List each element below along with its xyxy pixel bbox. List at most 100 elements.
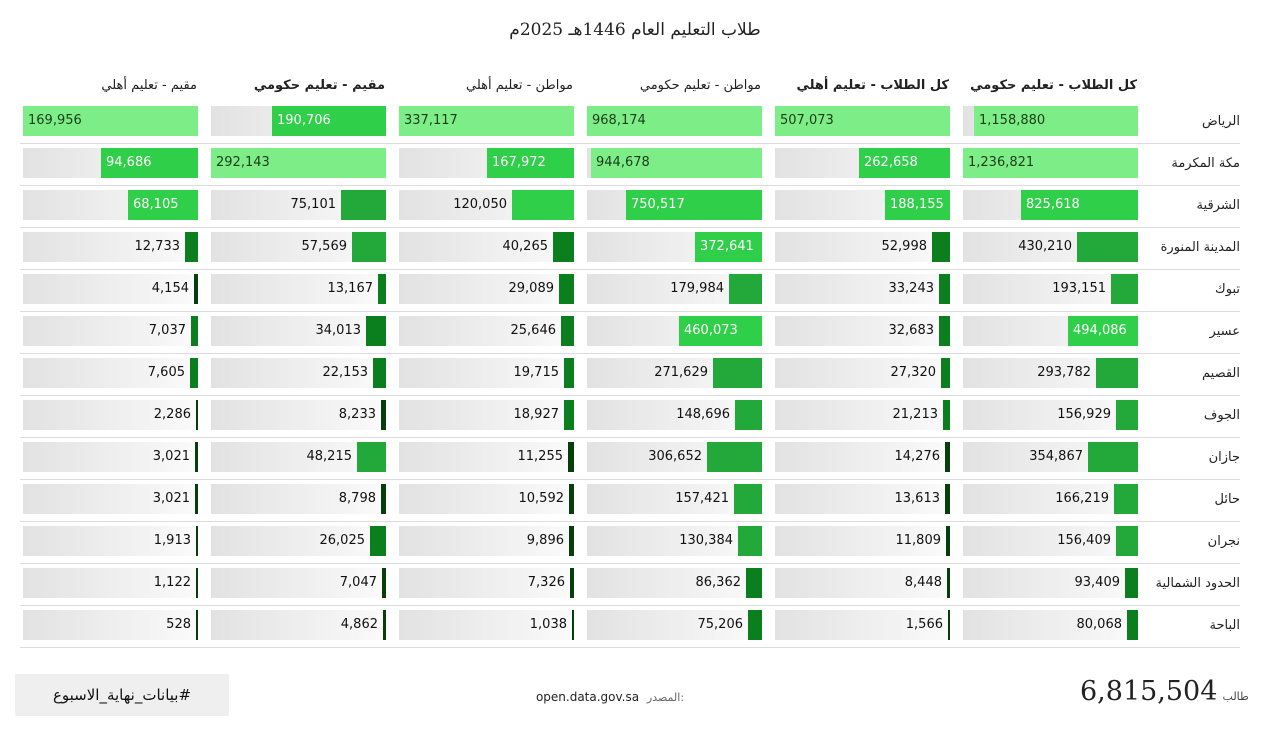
value-label: 14,276 — [894, 449, 941, 464]
value-label: 169,956 — [28, 113, 82, 128]
value-label: 372,641 — [700, 239, 754, 254]
data-cell: 13,167 — [211, 274, 386, 304]
value-bar — [939, 274, 950, 304]
value-bar — [1096, 358, 1138, 388]
value-label: 8,448 — [904, 575, 942, 590]
chart-title: طلاب التعليم العام 1446هـ 2025م — [509, 20, 761, 40]
value-label: 750,517 — [631, 197, 685, 212]
value-label: 1,038 — [529, 617, 567, 632]
data-cell: 40,265 — [399, 232, 574, 262]
region-label: جازان — [1208, 450, 1240, 465]
data-cell: 4,154 — [23, 274, 198, 304]
value-bar — [366, 316, 386, 346]
value-bar — [553, 232, 574, 262]
value-bar — [1077, 232, 1138, 262]
table-row: حائل 166,219 13,613 157,421 10,592 8,798 3,021 — [20, 479, 1240, 522]
value-label: 3,021 — [152, 449, 190, 464]
data-cell: 306,652 — [587, 442, 762, 472]
data-cell: 1,158,880 — [963, 106, 1138, 136]
data-cell: 7,326 — [399, 568, 574, 598]
total-count: طالب 6,815,504 — [1080, 676, 1250, 707]
value-label: 8,798 — [338, 491, 376, 506]
hashtag-badge: #بيانات_نهاية_الاسبوع — [15, 674, 229, 716]
region-label: الشرقية — [1196, 198, 1240, 213]
total-unit: طالب — [1222, 690, 1249, 703]
data-cell: 14,276 — [775, 442, 950, 472]
data-cell: 7,037 — [23, 316, 198, 346]
data-cell: 271,629 — [587, 358, 762, 388]
value-bar — [512, 190, 574, 220]
value-label: 188,155 — [890, 197, 944, 212]
value-bar — [626, 190, 762, 220]
value-label: 430,210 — [1018, 239, 1072, 254]
value-bar — [734, 484, 762, 514]
value-bar — [946, 526, 950, 556]
data-cell: 11,255 — [399, 442, 574, 472]
value-bar — [948, 610, 950, 640]
value-bar — [943, 400, 950, 430]
data-cell: 12,733 — [23, 232, 198, 262]
value-bar — [568, 442, 574, 472]
value-bar — [564, 400, 574, 430]
column-header: مقيم - تعليم حكومي — [253, 78, 385, 93]
table-row: تبوك 193,151 33,243 179,984 29,089 13,167 4,15… — [20, 269, 1240, 312]
value-bar — [196, 526, 198, 556]
table-row: الحدود الشمالية 93,409 8,448 86,362 7,326 7,0… — [20, 563, 1240, 606]
value-bar — [945, 442, 950, 472]
data-cell: 21,213 — [775, 400, 950, 430]
value-bar — [1125, 568, 1138, 598]
value-label: 156,409 — [1057, 533, 1111, 548]
table-row: القصيم 293,782 27,320 271,629 19,715 22,153 7,… — [20, 353, 1240, 396]
value-bar — [190, 358, 198, 388]
value-label: 10,592 — [518, 491, 565, 506]
value-bar — [487, 148, 574, 178]
value-bar — [932, 232, 950, 262]
data-cell: 120,050 — [399, 190, 574, 220]
value-bar — [196, 400, 198, 430]
data-cell: 33,243 — [775, 274, 950, 304]
data-cell: 8,233 — [211, 400, 386, 430]
value-bar — [564, 358, 574, 388]
value-label: 9,896 — [526, 533, 564, 548]
value-label: 52,998 — [881, 239, 928, 254]
data-cell: 75,101 — [211, 190, 386, 220]
value-bar — [194, 274, 198, 304]
region-label: المدينة المنورة — [1160, 240, 1240, 255]
value-label: 494,086 — [1073, 323, 1127, 338]
value-bar — [569, 526, 574, 556]
data-cell: 968,174 — [587, 106, 762, 136]
value-label: 944,678 — [596, 155, 650, 170]
value-bar — [195, 484, 198, 514]
column-header: مواطن - تعليم أهلي — [466, 78, 573, 93]
value-bar — [382, 568, 386, 598]
value-label: 11,255 — [517, 449, 564, 464]
value-label: 1,566 — [905, 617, 943, 632]
value-bar — [373, 358, 386, 388]
data-cell: 293,782 — [963, 358, 1138, 388]
value-label: 93,409 — [1074, 575, 1121, 590]
data-cell: 750,517 — [587, 190, 762, 220]
value-bar — [945, 484, 950, 514]
data-cell: 26,025 — [211, 526, 386, 556]
value-label: 120,050 — [453, 197, 507, 212]
table-row: عسير 494,086 32,683 460,073 25,646 34,013 7,03… — [20, 311, 1240, 354]
value-label: 292,143 — [216, 155, 270, 170]
column-header: مقيم - تعليم أهلي — [101, 78, 197, 93]
data-cell: 148,696 — [587, 400, 762, 430]
value-label: 193,151 — [1052, 281, 1106, 296]
data-cell: 825,618 — [963, 190, 1138, 220]
value-bar — [748, 610, 762, 640]
value-label: 12,733 — [134, 239, 181, 254]
data-cell: 93,409 — [963, 568, 1138, 598]
value-bar — [1114, 484, 1138, 514]
region-label: الحدود الشمالية — [1155, 576, 1241, 591]
data-cell: 19,715 — [399, 358, 574, 388]
value-label: 262,658 — [864, 155, 918, 170]
data-cell: 8,798 — [211, 484, 386, 514]
region-label: الباحة — [1209, 618, 1240, 633]
value-bar — [939, 316, 950, 346]
value-label: 86,362 — [695, 575, 742, 590]
data-cell: 190,706 — [211, 106, 386, 136]
value-bar — [679, 316, 762, 346]
region-label: عسير — [1209, 324, 1240, 339]
